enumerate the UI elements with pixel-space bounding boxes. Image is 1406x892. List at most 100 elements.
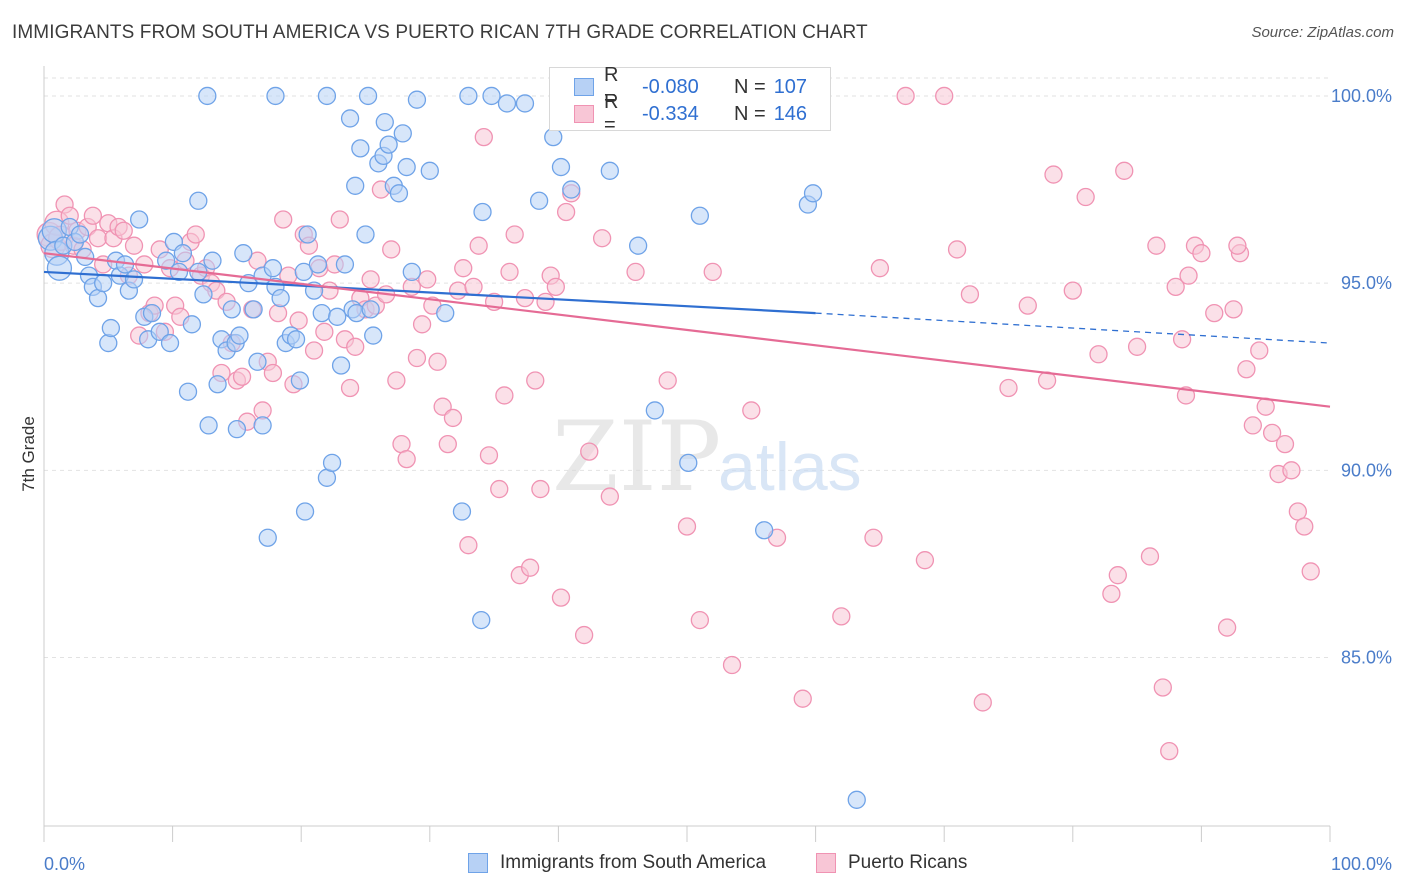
point-south-america [402, 262, 421, 282]
point-south-america [189, 191, 208, 210]
point-south-america [628, 236, 648, 255]
point-puerto-rican [658, 371, 677, 390]
point-south-america [258, 528, 277, 547]
bottom-legend-pink: Puerto Ricans [816, 852, 967, 874]
point-puerto-rican [626, 262, 645, 282]
point-puerto-rican [1295, 517, 1314, 536]
point-puerto-rican [1205, 303, 1224, 323]
bottom-legend-label-blue: Immigrants from South America [500, 852, 767, 873]
point-south-america [198, 86, 217, 106]
point-south-america [308, 255, 328, 274]
y-tick-label: 85.0% [1341, 648, 1392, 668]
point-puerto-rican [742, 401, 761, 420]
point-puerto-rican [412, 315, 432, 334]
point-puerto-rican [315, 322, 334, 341]
point-puerto-rican [600, 487, 619, 506]
y-axis-title: 7th Grade [19, 416, 38, 492]
point-puerto-rican [274, 210, 293, 229]
point-puerto-rican [520, 558, 540, 577]
point-puerto-rican [320, 281, 339, 300]
point-south-america [142, 303, 162, 323]
point-puerto-rican [1282, 461, 1301, 480]
point-south-america [101, 318, 121, 338]
point-puerto-rican [1237, 360, 1256, 379]
legend-r-value: -0.080 [642, 75, 699, 98]
watermark: ZIP atlas [552, 401, 862, 513]
gridlines [44, 77, 1330, 659]
point-south-america [600, 161, 619, 180]
point-puerto-rican [495, 386, 514, 405]
legend-r-label: R = [604, 64, 619, 109]
point-puerto-rican [1160, 741, 1179, 761]
point-puerto-rican [690, 610, 710, 630]
legend-swatch-blue [574, 78, 594, 96]
point-south-america [690, 206, 710, 225]
point-puerto-rican [1301, 562, 1320, 581]
legend-r-label: R = [604, 91, 619, 136]
point-south-america [173, 244, 193, 263]
watermark-atlas: atlas [718, 429, 862, 505]
bottom-legend-swatch-blue [468, 853, 488, 873]
point-south-america [420, 161, 439, 180]
y-tick-label: 90.0% [1341, 460, 1392, 480]
point-south-america [199, 416, 218, 435]
point-puerto-rican [546, 277, 565, 297]
point-south-america [124, 270, 144, 289]
point-south-america [364, 326, 383, 345]
point-south-america [335, 255, 355, 274]
point-south-america [182, 315, 202, 334]
point-south-america [294, 262, 313, 282]
point-puerto-rican [433, 397, 452, 416]
point-south-america [497, 94, 517, 113]
point-puerto-rican [459, 536, 478, 555]
point-south-america [290, 371, 310, 390]
point-puerto-rican [556, 202, 576, 222]
point-puerto-rican [677, 517, 697, 536]
point-south-america [346, 176, 365, 195]
point-south-america [295, 502, 315, 521]
legend-row-blue: R = -0.080 N = 107 [550, 64, 807, 109]
point-puerto-rican [592, 229, 612, 248]
point-puerto-rican [1228, 236, 1247, 255]
watermark-zip: ZIP [552, 401, 721, 513]
point-south-america [298, 225, 317, 244]
point-south-america [645, 401, 664, 420]
point-south-america [46, 255, 73, 281]
point-south-america [679, 453, 698, 472]
point-puerto-rican [268, 303, 288, 323]
point-puerto-rican [832, 607, 851, 626]
point-south-america [157, 251, 176, 270]
point-south-america [328, 307, 347, 326]
point-puerto-rican [574, 625, 594, 645]
point-south-america [452, 502, 472, 521]
point-puerto-rican [1176, 386, 1196, 405]
point-south-america [544, 127, 563, 147]
point-south-america [130, 210, 149, 229]
point-puerto-rican [1140, 547, 1160, 566]
point-puerto-rican [114, 221, 133, 240]
series-immigrants-south-america [37, 86, 866, 809]
point-puerto-rican [1018, 296, 1037, 315]
point-puerto-rican [870, 259, 890, 278]
x-tick-label-min: 0.0% [44, 854, 85, 874]
point-puerto-rican [1076, 187, 1095, 207]
point-south-america [322, 453, 342, 472]
point-south-america [169, 262, 189, 282]
point-south-america [515, 94, 535, 113]
point-puerto-rican [551, 588, 571, 607]
point-puerto-rican [1089, 345, 1108, 364]
point-puerto-rican [1166, 277, 1185, 297]
point-puerto-rican [479, 446, 499, 465]
point-south-america [94, 273, 113, 293]
point-puerto-rican [526, 371, 545, 390]
point-puerto-rican [1192, 244, 1211, 263]
trend-line-blue [43, 270, 816, 315]
point-south-america [358, 86, 378, 106]
point-south-america [234, 244, 253, 263]
series-puerto-ricans [36, 86, 1320, 761]
point-south-america [379, 135, 398, 154]
point-south-america [331, 356, 351, 375]
point-puerto-rican [330, 210, 349, 229]
y-tick-label: 100.0% [1331, 86, 1392, 106]
point-south-america [562, 180, 581, 199]
